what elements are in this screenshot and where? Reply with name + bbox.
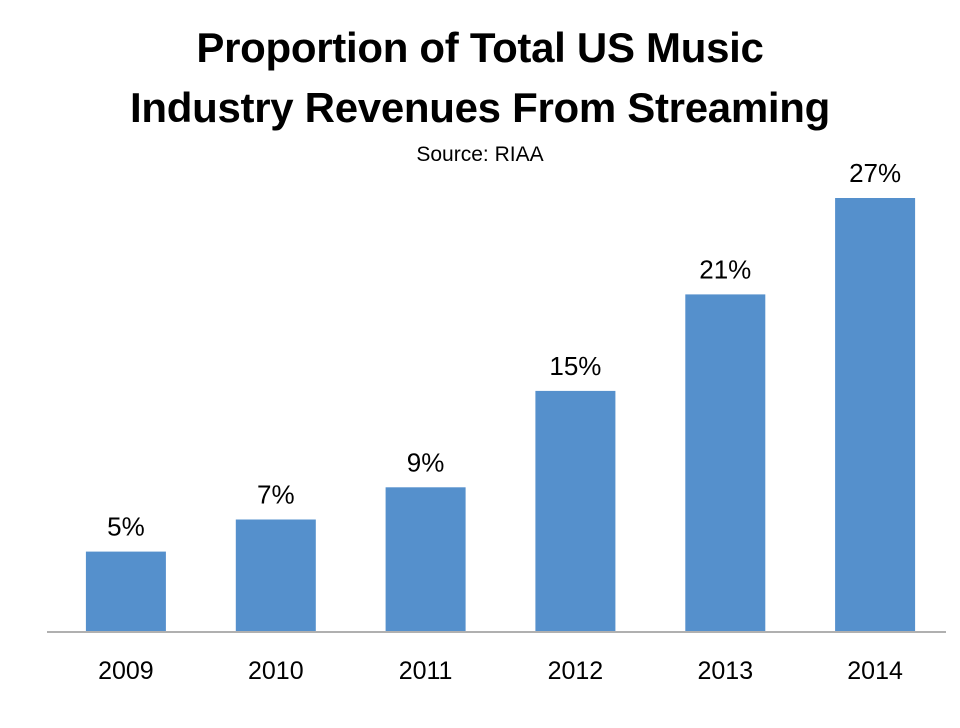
- bar-2011: [385, 487, 466, 632]
- x-tick-label-2013: 2013: [697, 657, 753, 685]
- data-label-2013: 21%: [699, 254, 751, 284]
- data-label-2012: 15%: [549, 351, 601, 381]
- x-tick-label-2014: 2014: [847, 657, 903, 685]
- x-tick-label-2012: 2012: [548, 657, 604, 685]
- bar-2013: [685, 294, 766, 632]
- bar-2009: [85, 551, 166, 632]
- chart-title-line-1: Proportion of Total US Music: [196, 24, 764, 71]
- data-label-2010: 7%: [257, 480, 295, 510]
- chart-title: Proportion of Total US Music Industry Re…: [0, 18, 960, 138]
- x-tick-label-2009: 2009: [98, 657, 154, 685]
- chart-title-line-2: Industry Revenues From Streaming: [130, 84, 830, 131]
- bar-2014: [835, 198, 916, 632]
- data-label-2011: 9%: [407, 447, 445, 477]
- x-tick-label-2011: 2011: [399, 657, 453, 685]
- data-label-2014: 27%: [849, 158, 901, 188]
- bar-2010: [235, 519, 316, 632]
- bar-2012: [535, 390, 616, 632]
- chart-subtitle: Source: RIAA: [416, 143, 544, 166]
- x-tick-label-2010: 2010: [248, 657, 304, 685]
- data-label-2009: 5%: [107, 512, 145, 542]
